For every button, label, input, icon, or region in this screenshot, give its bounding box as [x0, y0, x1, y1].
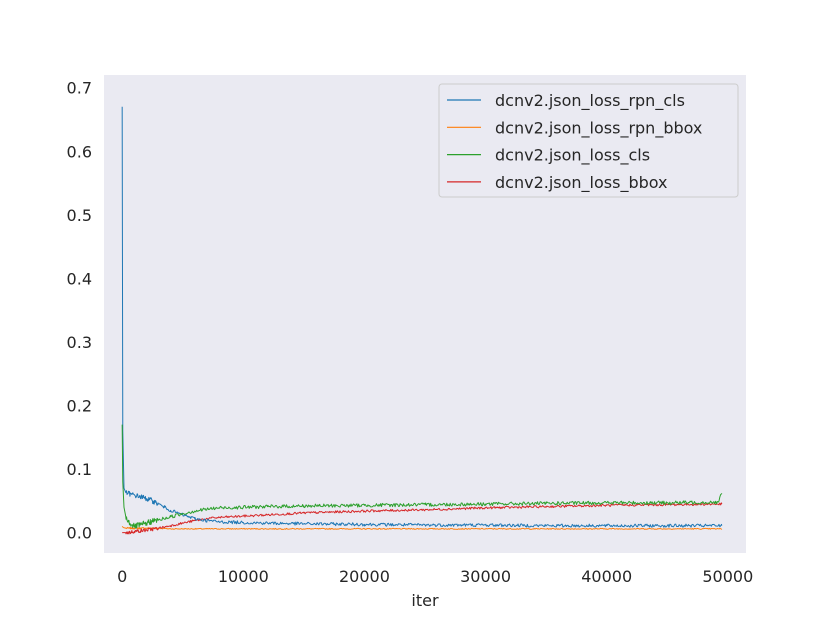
- legend-box: [438, 83, 739, 198]
- legend-entry: dcnv2.json_loss_bbox: [447, 173, 668, 193]
- legend-label: dcnv2.json_loss_rpn_cls: [495, 91, 685, 111]
- legend-entry: dcnv2.json_loss_rpn_bbox: [447, 118, 702, 138]
- y-tick-label: 0.0: [67, 524, 92, 543]
- x-tick-label: 50000: [702, 567, 753, 586]
- y-tick-label: 0.4: [67, 269, 92, 288]
- y-tick-label: 0.6: [67, 142, 92, 161]
- y-tick-label: 0.3: [67, 333, 92, 352]
- y-tick-label: 0.2: [67, 397, 92, 416]
- legend-label: dcnv2.json_loss_cls: [495, 146, 650, 166]
- x-tick-label: 20000: [339, 567, 390, 586]
- series-line-3: [121, 424, 723, 529]
- x-axis-label: iter: [411, 591, 439, 610]
- series-line-2: [121, 525, 723, 530]
- x-tick-label: 10000: [218, 567, 269, 586]
- y-tick-label: 0.5: [67, 206, 92, 225]
- legend-entry: dcnv2.json_loss_rpn_cls: [447, 91, 685, 111]
- x-tick-label: 40000: [581, 567, 632, 586]
- y-tick-labels: 0.0 0.1 0.2 0.3 0.4 0.5 0.6 0.7: [67, 79, 92, 543]
- series-layer: [121, 106, 723, 535]
- legend-label: dcnv2.json_loss_rpn_bbox: [495, 118, 702, 138]
- x-tick-labels: 0 10000 20000 30000 40000 50000: [117, 567, 753, 586]
- series-line-4: [122, 502, 723, 535]
- legend: dcnv2.json_loss_rpn_cls dcnv2.json_loss_r…: [438, 83, 739, 198]
- legend-label: dcnv2.json_loss_bbox: [495, 173, 668, 193]
- y-tick-label: 0.7: [67, 79, 92, 98]
- y-tick-label: 0.1: [67, 460, 92, 479]
- x-tick-label: 30000: [460, 567, 511, 586]
- series-line-1: [121, 106, 723, 528]
- legend-entry: dcnv2.json_loss_cls: [447, 146, 650, 166]
- x-tick-label: 0: [117, 567, 127, 586]
